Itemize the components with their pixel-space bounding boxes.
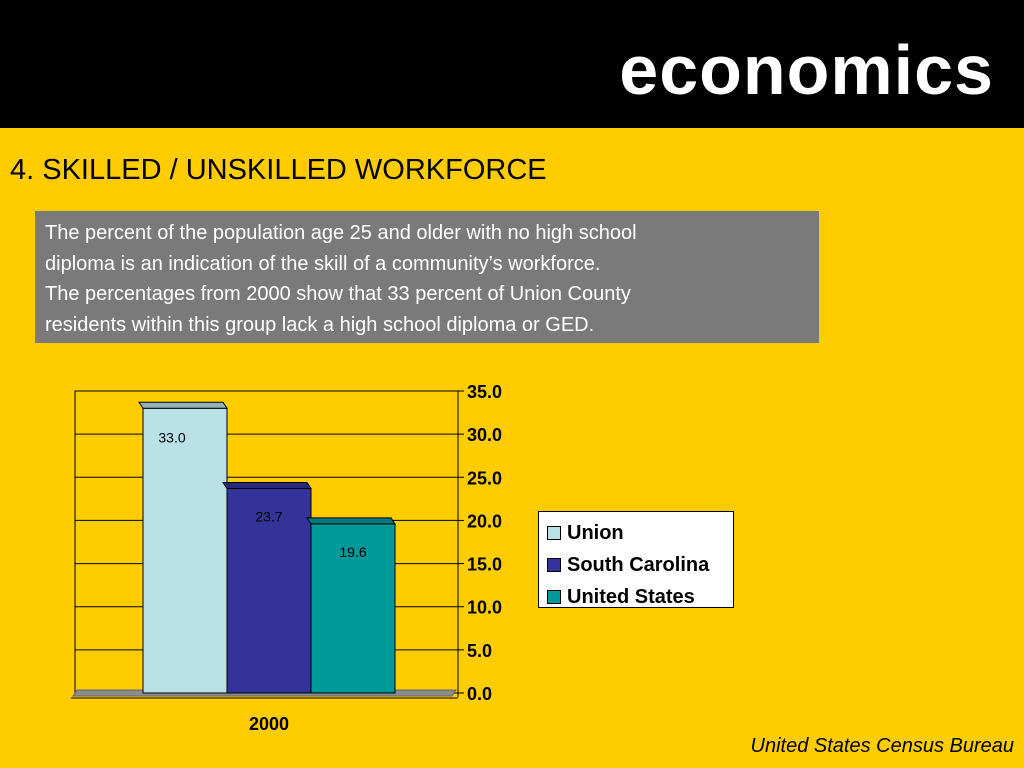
legend-item-united-states: United States (547, 581, 733, 613)
chart-legend: Union South Carolina United States (538, 511, 734, 608)
source-credit: United States Census Bureau (750, 735, 1015, 757)
y-tick-label: 15.0 (467, 555, 502, 575)
bar-united-states (310, 523, 396, 694)
data-label: 23.7 (255, 509, 282, 525)
bar-south-carolina (226, 488, 312, 694)
header-bar: economics (0, 0, 1024, 128)
bar-top (306, 517, 396, 525)
description-line: The percentages from 2000 show that 33 p… (45, 283, 631, 305)
header-title: economics (619, 31, 994, 109)
y-tick-label: 30.0 (467, 425, 502, 445)
legend-item-union: Union (547, 517, 733, 549)
data-label: 33.0 (158, 429, 185, 445)
y-tick-label: 0.0 (467, 684, 492, 704)
y-tick-label: 20.0 (467, 511, 502, 531)
legend-swatch (547, 558, 561, 572)
x-tick-label: 2000 (249, 714, 289, 734)
data-label: 19.6 (339, 544, 366, 560)
legend-swatch (547, 590, 561, 604)
description-line: diploma is an indication of the skill of… (45, 252, 601, 275)
legend-label: Union (567, 521, 624, 544)
bar-top (138, 401, 228, 409)
section-title: 4. SKILLED / UNSKILLED WORKFORCE (10, 154, 547, 186)
y-tick-label: 25.0 (467, 468, 502, 488)
description-box: The percent of the population age 25 and… (35, 211, 819, 343)
bar-top (222, 482, 312, 490)
y-tick-label: 5.0 (467, 641, 492, 661)
description-line: The percent of the population age 25 and… (45, 222, 637, 244)
description-line: residents within this group lack a high … (45, 313, 595, 336)
legend-label: South Carolina (567, 553, 710, 576)
legend-swatch (547, 526, 561, 540)
legend-label: United States (567, 585, 695, 608)
y-tick-label: 35.0 (467, 382, 502, 402)
bar-union (142, 407, 228, 694)
legend-item-south-carolina: South Carolina (547, 549, 733, 581)
y-tick-label: 10.0 (467, 598, 502, 618)
